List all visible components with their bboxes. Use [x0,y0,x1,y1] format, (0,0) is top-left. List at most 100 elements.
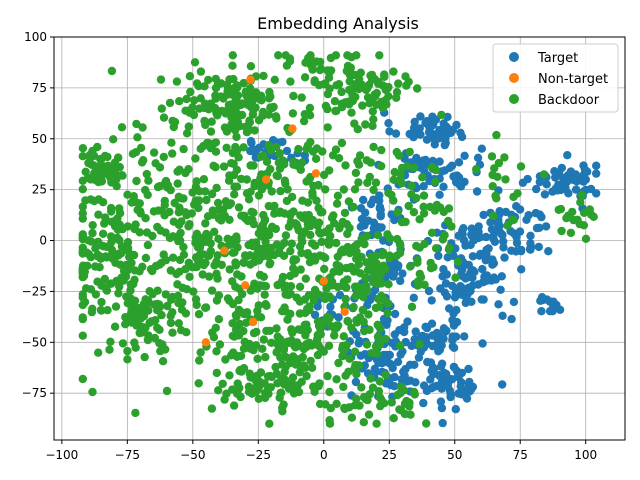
backdoor-point [368,121,377,131]
backdoor-point [333,321,343,330]
backdoor-point [240,337,249,346]
backdoor-point [254,229,263,238]
y-tick-label: 100 [24,30,47,44]
target-point [479,210,488,220]
target-point [550,167,559,176]
backdoor-point [308,188,317,197]
x-tick-label: 50 [447,448,462,462]
backdoor-point [84,158,93,168]
backdoor-point [156,346,165,356]
backdoor-point [377,279,386,288]
backdoor-point [159,113,169,122]
target-point [592,189,601,198]
backdoor-point [353,289,363,298]
backdoor-point [174,319,183,328]
target-point [563,151,572,160]
backdoor-point [394,151,404,160]
backdoor-point [257,96,266,105]
target-point [526,239,535,248]
plot-frame [53,36,626,441]
backdoor-point [225,265,234,274]
backdoor-point [368,383,378,392]
target-point [456,382,465,391]
backdoor-point [297,230,307,240]
backdoor-point [213,251,222,260]
backdoor-point [130,338,139,347]
backdoor-point [262,157,272,166]
target-point [439,182,448,191]
target-point [481,232,491,242]
backdoor-point [327,281,337,290]
backdoor-point [372,88,381,98]
target-point [507,246,516,255]
backdoor-point [289,207,298,216]
target-point [499,237,508,246]
target-point [474,233,483,243]
target-point [540,190,550,199]
backdoor-point [173,179,182,188]
backdoor-point [299,116,309,126]
backdoor-point [179,242,188,252]
backdoor-point [232,182,242,191]
backdoor-point [88,228,97,238]
target-point [442,122,451,132]
backdoor-point [375,302,384,311]
backdoor-point [207,286,217,295]
backdoor-point [228,319,237,328]
backdoor-point [333,191,343,200]
backdoor-point [318,321,327,330]
backdoor-point [142,169,151,179]
backdoor-point [349,267,359,276]
backdoor-point [437,110,446,120]
backdoor-point [155,338,164,348]
backdoor-point [191,295,201,304]
backdoor-point [259,151,268,160]
backdoor-point [161,255,171,265]
backdoor-point [367,252,376,261]
target-point [454,158,464,167]
target-point [436,397,446,406]
target-point [460,332,469,341]
target-point [465,377,474,387]
backdoor-point [240,251,250,260]
backdoor-point [304,210,313,220]
backdoor-point [123,190,132,199]
backdoor-point [557,226,566,236]
target-point [410,360,419,369]
target-point [478,264,487,274]
backdoor-point [362,340,372,349]
backdoor-point [155,182,164,191]
backdoor-point [219,162,229,171]
backdoor-point [377,145,386,155]
backdoor-point [395,248,405,258]
backdoor-point [111,258,120,267]
backdoor-point [258,344,267,353]
target-point [551,173,560,182]
y-tick-label: −25 [22,284,47,298]
backdoor-point [256,313,266,322]
backdoor-point [95,263,104,272]
backdoor-point [271,224,280,234]
backdoor-point [139,156,148,165]
backdoor-point [141,323,150,332]
target-point [393,357,403,367]
backdoor-point [149,148,159,157]
legend-label-target: Target [537,51,578,66]
backdoor-point [338,217,347,227]
backdoor-point [323,371,332,381]
non-target-point [311,169,321,178]
x-tick-label: −100 [45,448,78,462]
backdoor-point [289,91,298,101]
backdoor-point [407,302,417,311]
backdoor-point [352,247,361,256]
backdoor-point [252,327,261,337]
backdoor-point [264,94,274,103]
backdoor-point [190,96,199,105]
backdoor-point [311,154,321,163]
backdoor-point [345,403,354,412]
backdoor-point [281,231,291,240]
backdoor-point [325,416,334,425]
backdoor-point [323,123,332,132]
backdoor-point [451,273,460,282]
backdoor-point [259,210,268,220]
